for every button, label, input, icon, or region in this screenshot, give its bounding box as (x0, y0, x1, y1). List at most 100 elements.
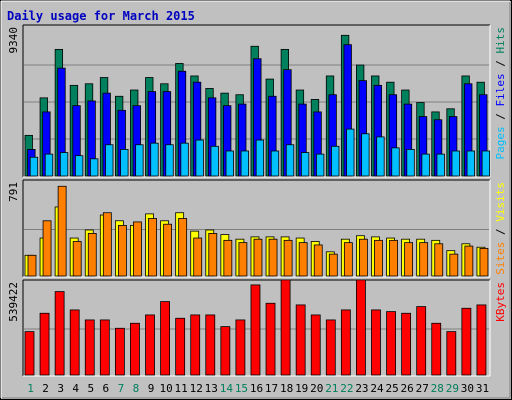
bar-pages-day-25 (391, 147, 400, 177)
bar-sites-day-27 (419, 242, 429, 277)
x-tick-label: 12 (190, 382, 203, 395)
bar-kbytes-day-31 (476, 304, 487, 376)
bar-sites-day-2 (42, 220, 52, 277)
bar-sites-day-1 (27, 254, 37, 277)
bar-pages-day-26 (406, 149, 415, 177)
bar-kbytes-day-6 (99, 319, 110, 376)
x-axis-day-labels: 1 2 3 4 5 6 7 8 9 10 11 12 13 14 15 16 17 18 19 20 21 22 23 24 2… (27, 382, 489, 395)
legend-entry: KBytes (494, 282, 507, 322)
bar-sites-day-23 (359, 238, 368, 277)
x-tick-label: 22 (340, 382, 353, 395)
bar-kbytes-day-10 (160, 301, 170, 376)
bar-kbytes-day-28 (431, 322, 442, 376)
bar-kbytes-day-12 (190, 314, 201, 376)
bar-sites-day-10 (163, 223, 172, 277)
bar-sites-day-6 (102, 212, 112, 277)
legend-entry: / (494, 54, 507, 74)
x-tick-label: 2 (42, 382, 49, 395)
bar-kbytes-day-23 (356, 279, 366, 376)
x-tick-label: 21 (325, 382, 338, 395)
bar-kbytes-day-2 (39, 312, 50, 376)
bar-kbytes-day-14 (220, 326, 231, 376)
bar-kbytes-day-22 (340, 309, 351, 376)
bar-kbytes-day-8 (130, 322, 140, 376)
bar-pages-day-11 (180, 142, 189, 177)
bar-sites-day-30 (464, 245, 474, 277)
legend-entry: Hits (494, 27, 507, 54)
bar-sites-day-19 (298, 242, 308, 277)
bar-sites-day-9 (148, 218, 157, 277)
bar-pages-day-12 (195, 139, 204, 177)
x-tick-label: 28 (431, 382, 444, 395)
bar-pages-day-10 (165, 144, 174, 177)
x-tick-label: 14 (220, 382, 234, 395)
x-tick-label: 20 (310, 382, 323, 395)
bar-sites-day-3 (57, 185, 67, 277)
bar-kbytes-day-7 (114, 327, 125, 376)
x-tick-label: 29 (446, 382, 459, 395)
x-tick-label: 5 (87, 382, 94, 395)
x-tick-label: 25 (385, 382, 398, 395)
bar-pages-day-8 (135, 144, 144, 177)
x-tick-label: 7 (118, 382, 125, 395)
bar-pages-day-22 (346, 128, 355, 177)
bar-sites-day-7 (117, 224, 127, 277)
bar-sites-day-12 (193, 237, 203, 277)
x-tick-label: 8 (133, 382, 140, 395)
bar-pages-day-31 (481, 150, 491, 177)
bar-sites-day-5 (87, 233, 97, 277)
bar-kbytes-day-25 (386, 311, 396, 376)
bar-pages-day-14 (225, 150, 234, 177)
bar-sites-day-4 (72, 241, 82, 277)
bar-kbytes-day-3 (54, 291, 65, 376)
bar-pages-day-9 (150, 142, 159, 177)
x-tick-label: 15 (235, 382, 248, 395)
legend-entry: Files (494, 73, 507, 106)
bar-kbytes-day-4 (69, 309, 80, 376)
x-tick-label: 17 (265, 382, 278, 395)
bar-kbytes-day-20 (310, 314, 321, 376)
bar-kbytes-day-24 (371, 309, 381, 376)
bar-sites-day-24 (374, 239, 383, 277)
panel-visits-sites: 791 Sites / Visits (7, 179, 507, 278)
x-tick-label: 13 (205, 382, 218, 395)
bar-kbytes-day-17 (265, 302, 276, 376)
bar-kbytes-day-15 (235, 319, 246, 376)
bar-sites-day-28 (434, 243, 444, 277)
bar-pages-day-17 (270, 150, 280, 177)
x-tick-label: 11 (175, 382, 188, 395)
x-tick-label: 18 (280, 382, 293, 395)
bar-pages-day-21 (331, 145, 340, 177)
bar-pages-day-30 (466, 150, 475, 177)
x-tick-label: 23 (355, 382, 368, 395)
bar-pages-day-2 (44, 153, 54, 177)
bar-pages-day-18 (285, 144, 295, 177)
series-kbytes (24, 279, 487, 376)
bar-sites-day-15 (238, 242, 248, 277)
bar-kbytes-day-21 (325, 319, 336, 376)
legend-entry: Visits (494, 182, 507, 222)
bar-kbytes-day-19 (295, 304, 306, 376)
x-tick-label: 24 (370, 382, 384, 395)
bar-sites-day-13 (208, 233, 218, 277)
bar-sites-day-8 (133, 221, 142, 277)
bar-kbytes-day-27 (416, 306, 427, 376)
bar-pages-day-13 (210, 145, 219, 177)
x-tick-label: 1 (27, 382, 34, 395)
x-tick-label: 30 (461, 382, 474, 395)
bar-pages-day-19 (300, 152, 310, 177)
bar-sites-day-25 (389, 239, 398, 277)
bar-sites-day-22 (343, 242, 353, 277)
bar-kbytes-day-30 (461, 307, 472, 376)
chart-panels: 9340 Pages / Files / Hits 791 Sites / Visit… (7, 24, 507, 377)
series-legend: Pages / Files / Hits (494, 27, 507, 160)
x-tick-label: 31 (476, 382, 489, 395)
chart-title: Daily usage for March 2015 (7, 9, 195, 23)
bar-kbytes-day-11 (175, 317, 186, 376)
bar-pages-day-7 (120, 149, 129, 177)
bar-pages-day-20 (316, 153, 325, 177)
panel-kbytes: 539422 KBytes (7, 279, 507, 377)
panel-hits-files-pages: 9340 Pages / Files / Hits (7, 24, 507, 178)
